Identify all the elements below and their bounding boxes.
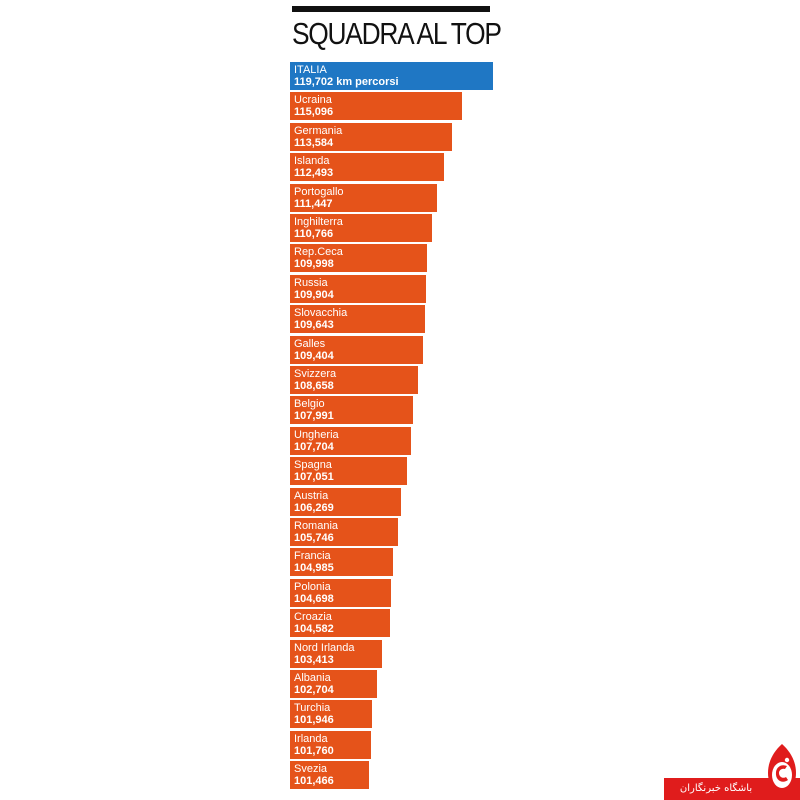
bar-label: Polonia (294, 581, 331, 593)
bar-label: Austria (294, 490, 329, 502)
bar-label: Portogallo (294, 186, 344, 198)
bar-label: Irlanda (294, 733, 328, 745)
bar-label: Svizzera (294, 368, 337, 380)
bar-label: Croazia (294, 611, 332, 623)
bar-ungheria: Ungheria 107,704 (290, 427, 411, 455)
bar-label: Belgio (294, 398, 325, 410)
bar-label: Slovacchia (294, 307, 348, 319)
bar-value-label: 111,447 (294, 198, 333, 210)
bar-value-label: 109,404 (294, 350, 334, 362)
bar-label: Albania (294, 672, 331, 684)
bar-value-label: 109,643 (294, 319, 334, 331)
bar-polonia: Polonia 104,698 (290, 579, 391, 607)
bar-value-label: 109,998 (294, 258, 334, 270)
bar-germania: Germania 113,584 (290, 123, 452, 151)
bar-turchia: Turchia 101,946 (290, 700, 372, 728)
bar-value-label: 102,704 (294, 684, 334, 696)
bar-label: Ucraina (294, 94, 332, 106)
bar-francia: Francia 104,985 (290, 548, 393, 576)
bar-rep-ceca: Rep.Ceca 109,998 (290, 244, 427, 272)
bar-label: Turchia (294, 702, 331, 714)
watermark-band: باشگاه خبرنگاران (664, 778, 800, 800)
bar-value-label: 105,746 (294, 532, 334, 544)
bar-belgio: Belgio 107,991 (290, 396, 413, 424)
bar-label: Inghilterra (294, 216, 343, 228)
bar-label: Svezia (294, 763, 328, 775)
bar-slovacchia: Slovacchia 109,643 (290, 305, 425, 333)
bar-value-label: 101,466 (294, 775, 334, 787)
bar-svizzera: Svizzera 108,658 (290, 366, 418, 394)
bar-value-label: 115,096 (294, 106, 334, 118)
bar-russia: Russia 109,904 (290, 275, 426, 303)
title-rule (292, 6, 490, 12)
bar-value-label: 119,702 km percorsi (294, 76, 399, 88)
bar-svezia: Svezia 101,466 (290, 761, 369, 789)
bar-value-label: 108,658 (294, 380, 334, 392)
bar-value-label: 101,760 (294, 745, 334, 757)
bar-albania: Albania 102,704 (290, 670, 377, 698)
bar-value-label: 103,413 (294, 654, 334, 666)
bar-label: Francia (294, 550, 331, 562)
bar-irlanda: Irlanda 101,760 (290, 731, 371, 759)
bar-label: Rep.Ceca (294, 246, 343, 258)
bar-romania: Romania 105,746 (290, 518, 398, 546)
bar-galles: Galles 109,404 (290, 336, 423, 364)
bar-value-label: 101,946 (294, 714, 334, 726)
chart-title: SQUADRA AL TOP (292, 16, 502, 51)
bar-italia: ITALIA 119,702 km percorsi (290, 62, 493, 90)
watermark: باشگاه خبرنگاران (664, 740, 800, 800)
bar-nord-irlanda: Nord Irlanda 103,413 (290, 640, 382, 668)
watermark-text: باشگاه خبرنگاران (679, 783, 753, 794)
bar-austria: Austria 106,269 (290, 488, 401, 516)
bar-islanda: Islanda 112,493 (290, 153, 444, 181)
bar-label: Galles (294, 338, 326, 350)
bar-value-label: 106,269 (294, 502, 334, 514)
bar-value-label: 107,704 (294, 441, 334, 453)
bar-label: Spagna (294, 459, 332, 471)
watermark-logo-icon (768, 744, 796, 794)
bar-label: Islanda (294, 155, 330, 167)
bar-label: Ungheria (294, 429, 339, 441)
bar-label: Romania (294, 520, 339, 532)
bar-label: ITALIA (294, 64, 327, 76)
bar-value-label: 104,985 (294, 562, 334, 574)
bar-label: Nord Irlanda (294, 642, 355, 654)
bar-value-label: 104,582 (294, 623, 334, 635)
bar-value-label: 113,584 (294, 137, 334, 149)
bar-label: Russia (294, 277, 328, 289)
bar-croazia: Croazia 104,582 (290, 609, 390, 637)
bar-ucraina: Ucraina 115,096 (290, 92, 462, 120)
bar-portogallo: Portogallo 111,447 (290, 184, 437, 212)
bar-value-label: 107,991 (294, 410, 334, 422)
bar-inghilterra: Inghilterra 110,766 (290, 214, 432, 242)
bar-value-label: 109,904 (294, 289, 334, 301)
bar-spagna: Spagna 107,051 (290, 457, 407, 485)
bar-value-label: 112,493 (294, 167, 334, 179)
bar-value-label: 107,051 (294, 471, 334, 483)
bar-label: Germania (294, 125, 343, 137)
bar-value-label: 110,766 (294, 228, 334, 240)
bar-value-label: 104,698 (294, 593, 334, 605)
